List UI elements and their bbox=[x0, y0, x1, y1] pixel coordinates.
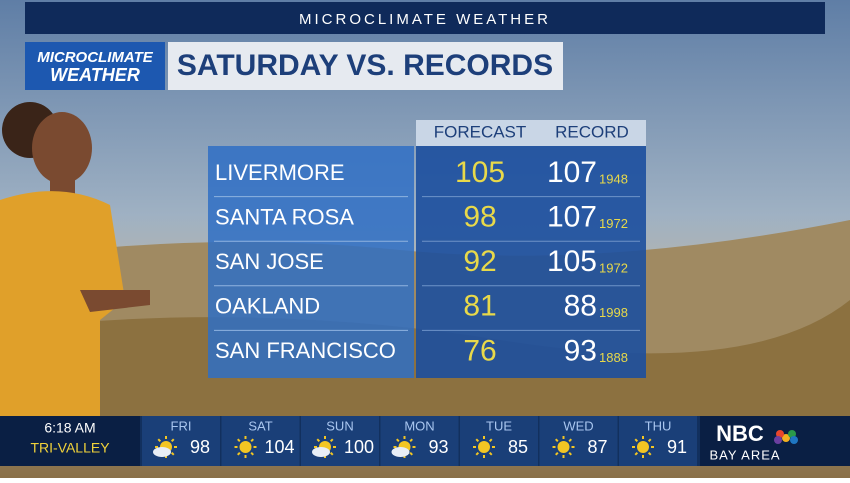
sun-ray bbox=[568, 451, 572, 456]
sun-ray bbox=[647, 438, 652, 443]
day-temp: 100 bbox=[344, 437, 374, 457]
ticker-days: FRI 98 SAT 104 SUN 100 MON 93 TUE 85 WED 87 THU 91 bbox=[142, 416, 697, 466]
table-header bbox=[416, 120, 646, 146]
sun-ray bbox=[237, 438, 241, 443]
record-year: 1972 bbox=[599, 261, 628, 276]
city-column bbox=[208, 146, 414, 378]
ticker-label-box bbox=[0, 416, 140, 466]
record: 107 bbox=[547, 201, 597, 234]
city: SAN JOSE bbox=[215, 249, 324, 274]
day-cell bbox=[380, 416, 459, 466]
column-header: RECORD bbox=[555, 122, 629, 141]
sun-ray bbox=[555, 438, 559, 443]
record-year: 1998 bbox=[599, 305, 628, 320]
sun-ray bbox=[488, 438, 493, 443]
title: SATURDAY VS. RECORDS bbox=[177, 49, 553, 82]
sun-ray bbox=[316, 438, 321, 443]
day-temp: 87 bbox=[587, 437, 607, 457]
sun-ray bbox=[237, 451, 241, 456]
record: 93 bbox=[564, 334, 597, 367]
day-cell bbox=[221, 416, 300, 466]
sun-ray bbox=[157, 438, 162, 443]
forecast: 98 bbox=[463, 201, 496, 234]
sun-ray bbox=[568, 438, 572, 443]
day-name: MON bbox=[404, 418, 434, 433]
sun-ray bbox=[250, 438, 254, 443]
cloud bbox=[312, 447, 330, 457]
sun-ray bbox=[488, 451, 493, 456]
day-temp: 91 bbox=[667, 437, 687, 457]
sun-ray bbox=[634, 438, 639, 443]
day-name: TUE bbox=[486, 418, 512, 433]
day-temp: 93 bbox=[428, 437, 448, 457]
record: 105 bbox=[547, 245, 597, 278]
sun-ray bbox=[409, 438, 413, 443]
forecast: 81 bbox=[463, 290, 496, 323]
city: SANTA ROSA bbox=[215, 204, 354, 229]
sun-ray bbox=[475, 451, 480, 456]
peacock bbox=[774, 430, 798, 444]
sun bbox=[557, 441, 570, 453]
sun-ray bbox=[329, 438, 334, 443]
sun-ray bbox=[647, 451, 652, 456]
record-year: 1972 bbox=[599, 216, 628, 231]
sun bbox=[637, 441, 649, 453]
city: SAN FRANCISCO bbox=[215, 338, 396, 363]
ticker-time: 6:18 AM bbox=[44, 420, 95, 436]
logo-line: MICROCLIMATE bbox=[37, 49, 154, 66]
station: BAY AREA bbox=[709, 447, 780, 462]
record: 107 bbox=[547, 156, 597, 189]
cloud bbox=[153, 447, 171, 457]
column-header: FORECAST bbox=[434, 122, 527, 141]
day-cell bbox=[301, 416, 379, 466]
sun bbox=[478, 441, 490, 453]
sun-ray bbox=[634, 451, 639, 456]
sun-ray bbox=[555, 451, 559, 456]
sun-ray bbox=[250, 451, 254, 456]
sun-ray bbox=[170, 438, 175, 443]
sun bbox=[239, 441, 252, 453]
day-cell bbox=[539, 416, 618, 466]
cloud bbox=[391, 447, 410, 457]
day-name: SUN bbox=[326, 418, 353, 433]
sun-ray bbox=[170, 451, 175, 456]
sun-ray bbox=[329, 451, 334, 456]
day-temp: 85 bbox=[508, 437, 528, 457]
record-year: 1888 bbox=[599, 350, 628, 365]
day-name: SAT bbox=[248, 418, 272, 433]
value-columns bbox=[416, 146, 646, 378]
presenter bbox=[0, 102, 150, 420]
sun-ray bbox=[475, 438, 480, 443]
day-name: WED bbox=[563, 418, 593, 433]
banner bbox=[25, 2, 825, 34]
day-temp: 104 bbox=[264, 437, 294, 457]
city: OAKLAND bbox=[215, 294, 320, 319]
forecast: 92 bbox=[463, 245, 496, 278]
sun-ray bbox=[409, 451, 413, 456]
title-box bbox=[168, 42, 563, 90]
day-name: THU bbox=[645, 418, 672, 433]
record-year: 1948 bbox=[599, 171, 628, 186]
network: NBC bbox=[716, 421, 764, 446]
city: LIVERMORE bbox=[215, 160, 345, 185]
ticker-location: TRI-VALLEY bbox=[30, 440, 110, 456]
day-cell bbox=[460, 416, 538, 466]
record: 88 bbox=[564, 290, 597, 323]
day-cell bbox=[619, 416, 697, 466]
day-temp: 98 bbox=[190, 437, 210, 457]
day-name: FRI bbox=[171, 418, 192, 433]
logo-line: WEATHER bbox=[50, 65, 140, 85]
sun-ray bbox=[396, 438, 400, 443]
forecast: 105 bbox=[455, 156, 505, 189]
day-cell bbox=[142, 416, 220, 466]
logo-box bbox=[25, 42, 165, 90]
banner-text: MICROCLIMATE WEATHER bbox=[299, 11, 551, 28]
forecast: 76 bbox=[463, 334, 496, 367]
